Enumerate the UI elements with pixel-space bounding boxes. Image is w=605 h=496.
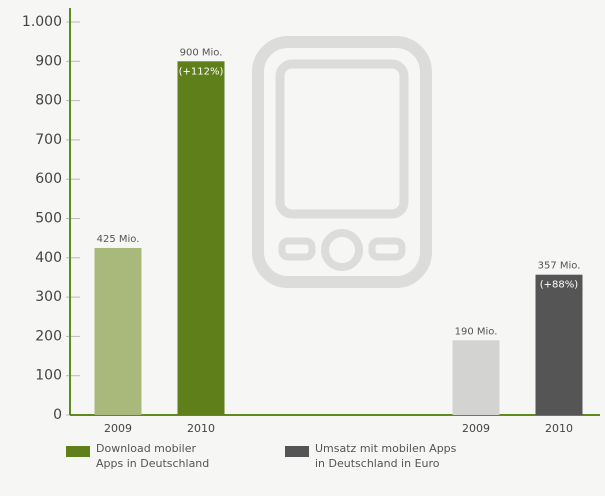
y-tick-label: 300 xyxy=(35,289,62,305)
change-label: (+88%) xyxy=(540,280,579,291)
x-tick-label: 2009 xyxy=(104,422,132,435)
value-label: 425 Mio. xyxy=(97,234,140,245)
legend-swatch xyxy=(285,446,309,457)
y-tick-label: 800 xyxy=(35,93,62,109)
legend-swatch xyxy=(66,446,90,457)
y-tick-label: 500 xyxy=(35,211,62,227)
legend-label: Download mobiler Apps in Deutschland xyxy=(96,442,210,470)
y-tick-label: 100 xyxy=(35,368,62,384)
legend-label: Umsatz mit mobilen Apps in Deutschland i… xyxy=(315,442,457,470)
y-tick-label: 400 xyxy=(35,250,62,266)
value-label: 357 Mio. xyxy=(538,261,581,272)
phone-icon xyxy=(252,36,432,288)
y-tick-label: 200 xyxy=(35,328,62,344)
bar xyxy=(452,340,500,415)
x-tick-label: 2009 xyxy=(462,422,490,435)
y-tick-label: 0 xyxy=(53,407,62,423)
bar xyxy=(94,247,142,415)
y-tick-label: 600 xyxy=(35,171,62,187)
bar xyxy=(177,61,225,416)
y-tick-label: 700 xyxy=(35,132,62,148)
change-label: (+112%) xyxy=(179,66,224,77)
value-label: 190 Mio. xyxy=(455,326,498,337)
y-tick-label: 900 xyxy=(35,53,62,69)
x-tick-label: 2010 xyxy=(187,422,215,435)
value-label: 900 Mio. xyxy=(180,47,223,58)
y-tick-label: 1.000 xyxy=(22,14,62,30)
x-tick-label: 2010 xyxy=(545,422,573,435)
bar xyxy=(535,274,583,415)
